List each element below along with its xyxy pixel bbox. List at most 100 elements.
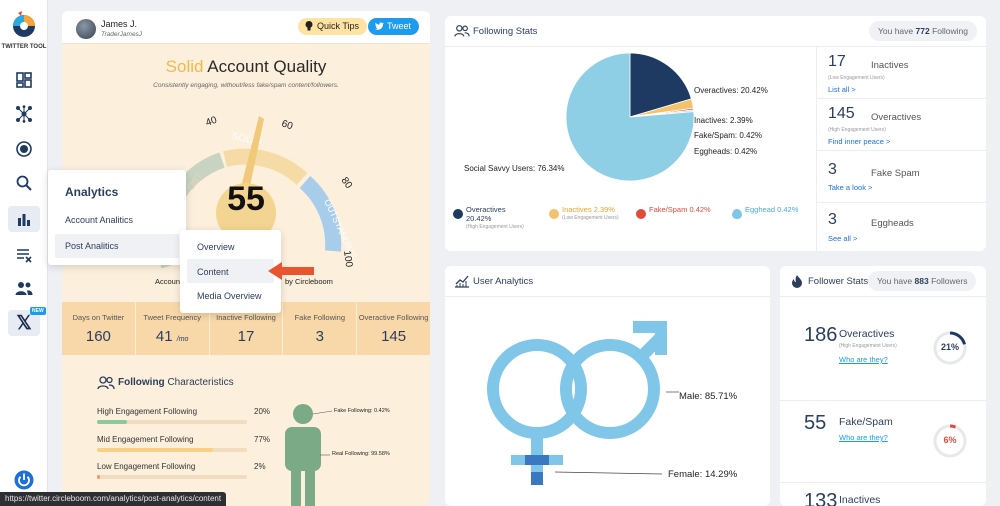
user-name: James J. — [101, 19, 138, 29]
pie-label-fake: Fake/Spam: 0.42% — [694, 131, 763, 140]
menu-item-post-analytics[interactable]: Post Analitics — [65, 241, 119, 251]
analytics-menu: Analytics Account Analitics Post Analiti… — [48, 170, 186, 265]
target-icon[interactable] — [14, 139, 34, 159]
power-icon[interactable] — [14, 470, 34, 490]
fake-following-label: Fake Following: 0.42% — [334, 408, 390, 414]
take-a-look-link[interactable]: Take a look > — [828, 183, 873, 192]
pie-slice-social-savvy — [565, 52, 695, 182]
search-icon[interactable] — [14, 173, 34, 193]
user-header: James J. TraderJamesJ Quick Tips Tweet — [62, 11, 430, 44]
sidebar: TWITTER TOOL 𝕏 NEW — [0, 0, 48, 506]
real-following-label: Real Following: 99.58% — [332, 451, 390, 457]
network-icon[interactable] — [14, 104, 34, 124]
quality-title-rest: Account Quality — [207, 57, 327, 76]
users-outline-icon — [454, 25, 470, 37]
overactives-percent-ring: 21% — [932, 330, 968, 366]
pie-label-inactives: Inactives: 2.39% — [694, 116, 753, 125]
quality-title: Solid Account Quality — [62, 57, 430, 77]
see-all-link[interactable]: See all > — [828, 234, 858, 243]
person-figure — [285, 404, 333, 506]
gauge-tick-40: 40 — [204, 115, 219, 129]
bulb-icon — [305, 21, 313, 31]
quality-subtitle: Consistently engaging, without/less fake… — [153, 82, 339, 89]
find-inner-peace-link[interactable]: Find inner peace > — [828, 137, 891, 146]
gauge-tick-100: 100 — [341, 250, 354, 268]
new-badge: NEW — [30, 307, 46, 315]
twitter-bird-icon — [375, 22, 384, 30]
clear-list-icon[interactable] — [14, 245, 34, 265]
quality-score: 55 — [227, 180, 265, 218]
stat-days-on-twitter: Days on Twitter 160 — [62, 302, 136, 355]
follower-count-pill: You have 883 Followers — [868, 271, 977, 291]
follower-fake-cell: 55 Fake/Spam Who are they? 6% — [780, 401, 986, 483]
ring-progress — [933, 331, 967, 365]
list-all-link[interactable]: List all > — [828, 85, 856, 94]
male-label: Male: 85.71% — [679, 391, 738, 402]
fc-row-mid: Mid Engagement Following 77% — [97, 435, 270, 452]
chart-line-icon — [455, 275, 469, 288]
tweet-label: Tweet — [387, 21, 412, 31]
by-circleboom-label: by Circleboom — [285, 277, 333, 286]
ring-progress — [933, 424, 967, 458]
quick-tips-label: Quick Tips — [317, 21, 360, 31]
quick-tips-button[interactable]: Quick Tips — [298, 18, 368, 35]
gauge-tick-80: 80 — [339, 175, 355, 191]
pie-label-eggheads: Eggheads: 0.42% — [694, 147, 758, 156]
user-analytics-card: User Analytics Male: 85.71% Female: 14.2… — [445, 266, 770, 506]
user-handle: TraderJamesJ — [101, 31, 143, 38]
quality-word: Solid — [165, 57, 204, 76]
analytics-icon[interactable] — [8, 206, 40, 232]
following-eggheads-cell: 3 Eggheads See all > — [828, 211, 914, 243]
following-stats-title: Following Stats — [473, 26, 538, 37]
users-outline-icon — [97, 376, 115, 390]
menu-item-account-analytics[interactable]: Account Analitics — [65, 215, 134, 225]
account-label-fragment: Accoun — [155, 277, 181, 286]
follower-stats-header: Follower Stats You have 883 Followers — [780, 266, 986, 297]
submenu-media-overview[interactable]: Media Overview — [197, 291, 262, 301]
following-characteristics-title: Following Characteristics — [118, 377, 234, 388]
user-analytics-header: User Analytics — [445, 266, 770, 297]
following-inactives-cell: 17 Inactives (Low Engagement Users) List… — [817, 47, 987, 99]
users-icon[interactable] — [14, 278, 34, 298]
stat-overactive-following: Overactive Following 145 — [358, 313, 429, 345]
follower-stats-card: Follower Stats You have 883 Followers 18… — [780, 266, 986, 506]
follower-stats-title: Follower Stats — [808, 276, 869, 287]
who-are-they-link[interactable]: Who are they? — [839, 355, 888, 364]
follower-overactives-cell: 186 Overactives (High Engagement Users) … — [780, 298, 986, 401]
following-stats-card: Following Stats You have 772 Following O… — [445, 16, 987, 251]
following-overactives-cell: 145 Overactives (High Engagement Users) … — [817, 99, 987, 151]
stat-inactive-following: Inactive Following 17 — [210, 302, 284, 355]
following-fake-cell: 3 Fake Spam Take a look > — [817, 151, 987, 203]
follower-inactives-cell: 133 Inactives — [804, 490, 881, 506]
status-url-bar: https://twitter.circleboom.com/analytics… — [0, 492, 227, 506]
stat-fake-following: Fake Following 3 — [283, 302, 358, 355]
post-analytics-submenu: Overview Content Media Overview — [180, 230, 281, 313]
following-count-pill: You have 772 Following — [869, 21, 977, 41]
logo-text: TWITTER TOOL — [1, 44, 47, 50]
following-stats-header: Following Stats You have 772 Following — [445, 16, 986, 47]
fc-row-low: Low Engagement Following 2% — [97, 462, 266, 479]
dashboard-icon[interactable] — [14, 70, 34, 90]
submenu-highlight — [187, 259, 274, 283]
pie-legend: Overactives 20.42% (High Engagement Users… — [453, 205, 818, 237]
flame-icon — [792, 275, 802, 288]
pointer-arrow-icon — [268, 262, 314, 280]
circleboom-logo[interactable] — [9, 10, 39, 40]
tweet-button[interactable]: Tweet — [368, 18, 420, 35]
pie-label-overactives: Overactives: 20.42% — [694, 86, 768, 95]
who-are-they-link[interactable]: Who are they? — [839, 433, 888, 442]
gender-chart — [487, 321, 679, 485]
stat-tweet-frequency: Tweet Frequency 41 /mo — [136, 302, 210, 355]
user-analytics-title: User Analytics — [473, 276, 534, 287]
analytics-menu-header: Analytics — [65, 185, 119, 199]
female-label: Female: 14.29% — [668, 469, 738, 480]
submenu-overview[interactable]: Overview — [197, 242, 235, 252]
gauge-tick-60: 60 — [280, 118, 294, 132]
pie-label-social: Social Savvy Users: 76.34% — [464, 164, 565, 173]
avatar — [76, 19, 96, 39]
pie-slice-overactives — [629, 52, 692, 118]
following-pie-chart — [565, 52, 695, 182]
following-stats-list: 17 Inactives (Low Engagement Users) List… — [816, 47, 987, 251]
fake-percent-ring: 6% — [932, 423, 968, 459]
submenu-content[interactable]: Content — [197, 267, 229, 277]
